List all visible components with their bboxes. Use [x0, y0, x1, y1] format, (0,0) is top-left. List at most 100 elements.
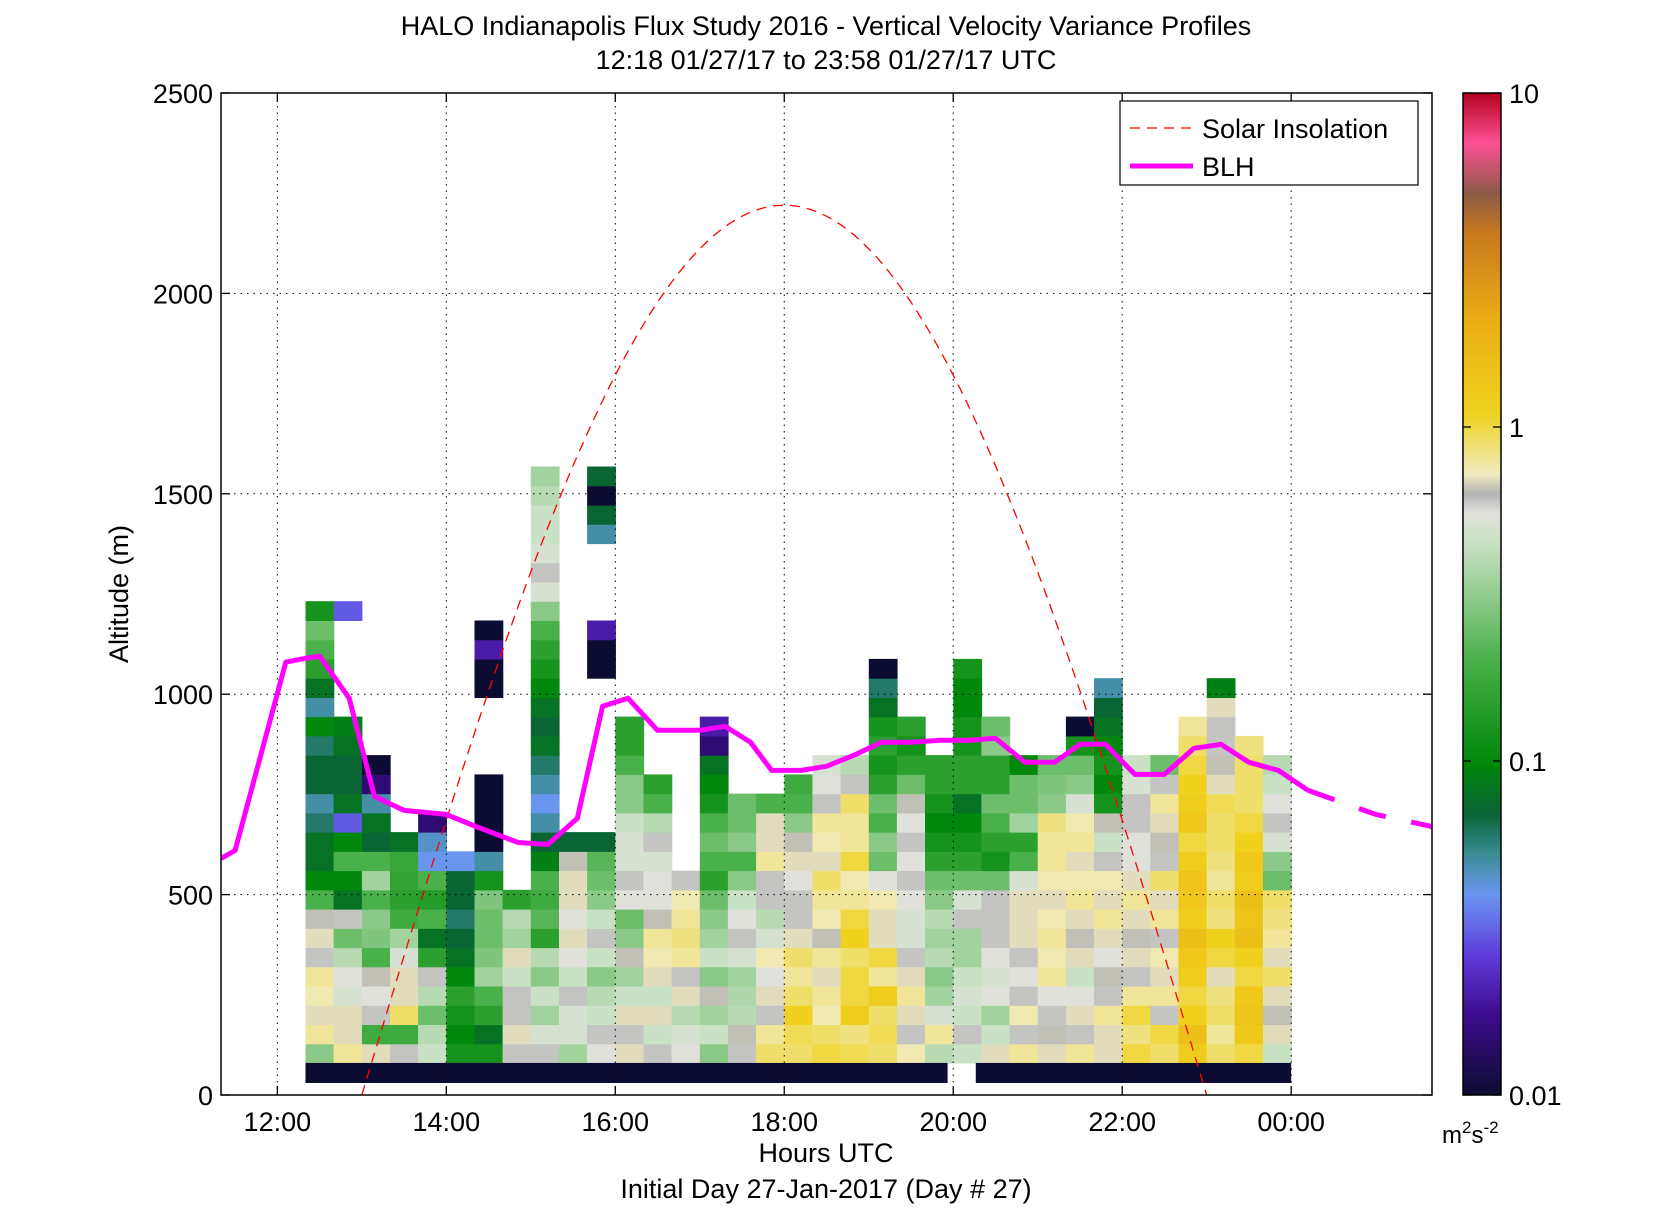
heatmap-cell [896, 1024, 926, 1045]
heatmap-cell [530, 812, 560, 833]
heatmap-cell [361, 812, 391, 833]
colorbar-unit: m2s-2 [1442, 1118, 1499, 1149]
heatmap-cell [530, 716, 560, 737]
heatmap-cell [812, 812, 842, 833]
heatmap-cell [1037, 1024, 1067, 1045]
heatmap-cell [840, 889, 870, 910]
heatmap-cell [559, 1043, 588, 1064]
heatmap-cell [446, 851, 476, 872]
heatmap-cell [1094, 909, 1123, 929]
heatmap-cell [502, 986, 532, 1006]
heatmap-cell [1122, 947, 1151, 968]
heatmap-cell [784, 812, 814, 833]
heatmap-cell [840, 1043, 870, 1064]
colorbar-ticks: 0.01 0.1 1 10 [1463, 79, 1562, 1111]
legend-solar-label: Solar Insolation [1202, 114, 1388, 144]
heatmap-cell [1094, 697, 1123, 718]
heatmap-cell [446, 986, 476, 1006]
heatmap-cell [896, 1043, 926, 1064]
heatmap-cell [305, 1043, 335, 1064]
heatmap-cell [1178, 966, 1208, 987]
heatmap-cell [812, 966, 842, 987]
heatmap-cell [1263, 832, 1292, 852]
heatmap-cell [812, 909, 842, 929]
heatmap-cell [1094, 678, 1123, 698]
heatmap-cell [1009, 966, 1039, 987]
heatmap-cell [981, 947, 1011, 968]
heatmap-cell [784, 909, 814, 929]
heatmap-cell [868, 697, 898, 718]
heatmap-cell [615, 812, 645, 833]
heatmap-cell [587, 966, 616, 987]
heatmap-cell [812, 870, 842, 891]
heatmap-cell [502, 928, 532, 949]
heatmap-cell [530, 793, 560, 814]
heatmap-cell [1150, 928, 1180, 949]
heatmap-cell [446, 966, 476, 987]
heatmap-cell [559, 909, 588, 929]
heatmap-cell [530, 851, 560, 872]
x-tick-label: 00:00 [1257, 1107, 1325, 1137]
heatmap-cell [699, 735, 729, 756]
heatmap-cell [587, 1043, 616, 1064]
heatmap-cell [896, 966, 926, 987]
heatmap-cell [390, 928, 419, 949]
heatmap-cell [1122, 793, 1151, 814]
heatmap-cell [418, 1043, 447, 1064]
heatmap-cell [1234, 986, 1264, 1006]
heatmap-cell [418, 1005, 447, 1025]
heatmap-cell [1065, 793, 1095, 814]
heatmap-cell [756, 986, 785, 1006]
heatmap-cell [756, 870, 785, 891]
heatmap-cell [1178, 793, 1208, 814]
heatmap-cell [727, 832, 757, 852]
heatmap-cell [587, 658, 616, 679]
heatmap-cell [953, 658, 983, 679]
heatmap-cell [1206, 966, 1236, 987]
x-axis-label: Hours UTC [758, 1138, 893, 1168]
heatmap-cell [474, 658, 504, 679]
heatmap-cell [699, 1005, 729, 1025]
heatmap-cell [530, 524, 560, 545]
heatmap-cell [896, 986, 926, 1006]
heatmap-cell [305, 620, 335, 641]
heatmap-cell [1234, 793, 1264, 814]
heatmap-cell [474, 851, 504, 872]
heatmap-cell [671, 966, 701, 987]
heatmap-cell [699, 889, 729, 910]
y-axis-ticks: 0 500 1000 1500 2000 2500 [153, 79, 1432, 1111]
heatmap-cell [1263, 774, 1292, 795]
heatmap-cell [1263, 928, 1292, 949]
heatmap-cell [643, 909, 673, 929]
heatmap-cell [953, 1043, 983, 1064]
heatmap-cell [446, 1005, 476, 1025]
heatmap-cell [390, 851, 419, 872]
heatmap-cell [390, 870, 419, 891]
heatmap-cell [925, 966, 954, 987]
heatmap-cell [1094, 716, 1123, 737]
heatmap-cell [643, 1043, 673, 1064]
heatmap-cell [868, 986, 898, 1006]
heatmap-cell [333, 832, 363, 852]
heatmap-cell [1178, 774, 1208, 795]
heatmap-cell [1206, 832, 1236, 852]
heatmap-cell [333, 755, 363, 775]
heatmap-cell [474, 870, 504, 891]
heatmap-cell [981, 966, 1011, 987]
heatmap-cell [305, 947, 335, 968]
heatmap-cell [587, 928, 616, 949]
heatmap-cell [1234, 1024, 1264, 1045]
heatmap-cell [671, 928, 701, 949]
heatmap-cell [699, 793, 729, 814]
heatmap-cell [925, 1005, 954, 1025]
heatmap-cell [1094, 774, 1123, 795]
heatmap-cell [1178, 947, 1208, 968]
heatmap-cell [981, 1024, 1011, 1045]
heatmap-cell [446, 1024, 476, 1045]
heatmap-cell [840, 774, 870, 795]
heatmap-cell [812, 774, 842, 795]
heatmap-cell [1037, 774, 1067, 795]
heatmap-cell [756, 1005, 785, 1025]
heatmap-cell [812, 986, 842, 1006]
heatmap-cell [333, 735, 363, 756]
